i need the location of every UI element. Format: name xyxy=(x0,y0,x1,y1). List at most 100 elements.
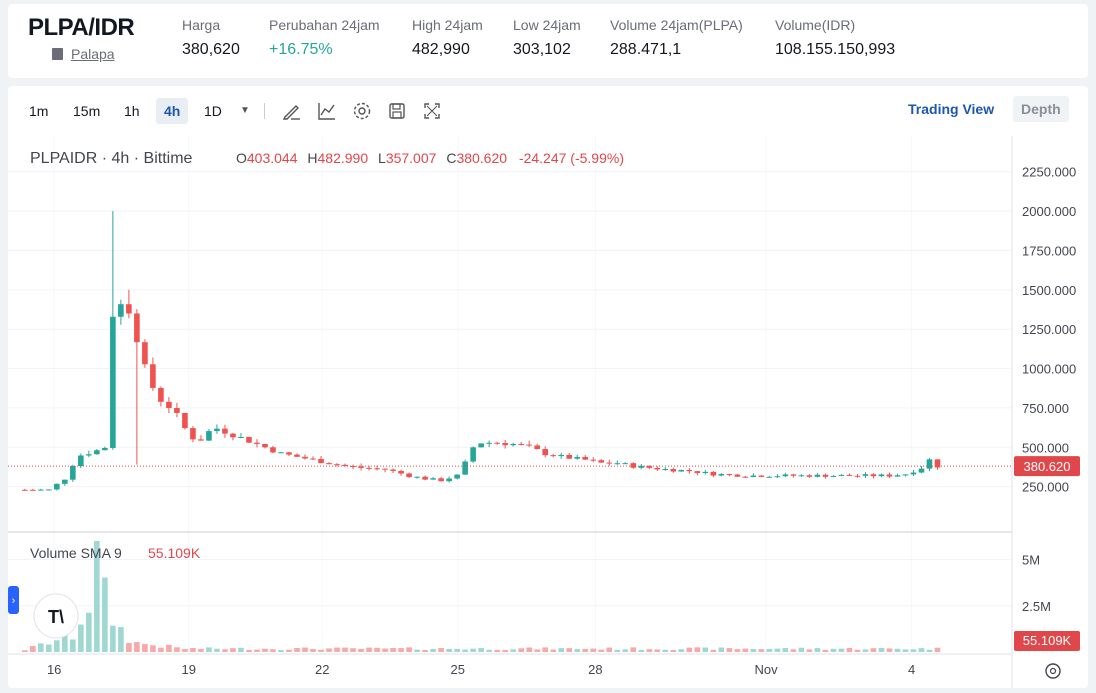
candle-body xyxy=(206,431,212,441)
candle-body xyxy=(142,342,148,365)
candle-body xyxy=(606,462,613,464)
depth-button[interactable]: Depth xyxy=(1013,96,1069,122)
candle-body xyxy=(926,459,933,469)
candle-body xyxy=(358,466,364,468)
current-volume-label: 55.109K xyxy=(1014,631,1080,651)
volume-bar xyxy=(118,627,124,652)
candle-body xyxy=(902,474,909,476)
volume-bar xyxy=(38,643,44,652)
candle-body xyxy=(854,475,861,477)
candlestick-chart[interactable]: 2250.000 2000.000 1750.000 1500.000 1250.000… xyxy=(8,136,1088,688)
candle-body xyxy=(246,436,252,443)
stat-label: Harga xyxy=(182,17,221,33)
volume-bar xyxy=(798,647,805,652)
caret-down-icon[interactable]: ▼ xyxy=(240,105,250,116)
candle-body xyxy=(846,474,853,476)
volume-legend-label: Volume SMA 9 xyxy=(30,545,122,561)
candle-body xyxy=(326,463,332,465)
book-icon xyxy=(52,48,63,60)
chart-panel: 1m 15m 1h 4h 1D ▼ Trading View Depth xyxy=(8,86,1088,688)
fullscreen-icon[interactable] xyxy=(421,100,443,122)
candle-body xyxy=(382,468,388,470)
candle-body xyxy=(478,443,484,448)
volume-bar xyxy=(366,647,372,652)
timeframe-1d[interactable]: 1D xyxy=(204,103,222,119)
price-tick-label: 1750.000 xyxy=(1022,243,1076,258)
candle-body xyxy=(118,304,124,317)
stat-volume-plpa: Volume 24jam(PLPA) 288.471,1 xyxy=(610,17,743,59)
stat-value: +16.75% xyxy=(269,41,333,58)
volume-bar xyxy=(174,647,180,652)
volume-bar xyxy=(710,649,717,652)
save-icon[interactable] xyxy=(386,100,408,122)
volume-bar xyxy=(814,648,821,652)
volume-bar xyxy=(318,649,324,652)
c-label: C xyxy=(446,150,456,166)
volume-bar xyxy=(278,649,284,652)
candle-body xyxy=(542,449,548,456)
candle-body xyxy=(830,475,837,477)
timeframe-15m[interactable]: 15m xyxy=(73,103,101,119)
candle-body xyxy=(654,467,661,470)
candle-body xyxy=(222,428,228,434)
chart-grid xyxy=(8,136,1012,654)
candle-body xyxy=(438,478,444,482)
volume-bar xyxy=(390,647,396,652)
volume-bar xyxy=(406,647,412,652)
volume-bar xyxy=(470,648,476,652)
trading-view-button[interactable]: Trading View xyxy=(908,101,995,117)
volume-bar xyxy=(358,648,364,652)
h-label: H xyxy=(307,150,317,166)
volume-bar xyxy=(454,648,460,652)
volume-bar xyxy=(686,647,693,652)
candle-body xyxy=(558,454,565,457)
candle-body xyxy=(686,469,693,472)
candle-body xyxy=(166,401,172,408)
timeframe-1h[interactable]: 1h xyxy=(124,103,140,119)
candle-body xyxy=(110,316,116,448)
l-value: 357.007 xyxy=(386,150,437,166)
candle-body xyxy=(526,444,532,446)
volume-bar xyxy=(326,648,332,652)
chart-plot-area[interactable]: 2250.000 2000.000 1750.000 1500.000 1250.000… xyxy=(8,136,1088,688)
settings-icon[interactable] xyxy=(351,100,373,122)
volume-bar xyxy=(382,648,388,652)
l-label: L xyxy=(378,150,386,166)
timeframe-1m[interactable]: 1m xyxy=(29,103,49,119)
price-tick-label: 1500.000 xyxy=(1022,283,1076,298)
volume-bar xyxy=(310,649,316,652)
timeframe-4h[interactable]: 4h xyxy=(156,98,189,124)
network-label[interactable]: Palapa xyxy=(71,46,115,62)
volume-bar xyxy=(238,647,244,652)
side-panel-toggle xyxy=(8,586,19,614)
candle-body xyxy=(278,452,284,454)
volume-bar xyxy=(158,647,164,652)
volume-bar xyxy=(182,649,188,652)
candle-body xyxy=(870,474,877,477)
candle-body xyxy=(694,471,701,474)
candle-body xyxy=(886,474,893,477)
network-link[interactable]: Palapa xyxy=(52,46,115,62)
candle-body xyxy=(662,469,669,471)
candle-body xyxy=(806,475,813,477)
candle-body xyxy=(430,478,436,480)
volume-bar xyxy=(478,648,484,652)
volume-bar xyxy=(78,624,84,652)
volume-bar xyxy=(862,649,869,652)
candle-body xyxy=(774,476,781,478)
volume-bar xyxy=(790,649,797,652)
volume-bar xyxy=(830,648,837,652)
legend-ohlc: O403.044 H482.990 L357.007 C380.620 -24.… xyxy=(236,150,624,166)
volume-bar xyxy=(846,647,853,652)
volume-bar xyxy=(662,649,669,652)
indicator-icon[interactable] xyxy=(316,100,338,122)
volume-bar xyxy=(886,648,893,652)
volume-bar xyxy=(646,649,653,652)
legend-symbol: PLPAIDR · 4h · Bittime xyxy=(30,150,193,167)
volume-bar xyxy=(102,577,108,652)
price-tick-label: 250.000 xyxy=(1022,480,1069,495)
draw-icon[interactable] xyxy=(281,100,303,122)
volume-bar xyxy=(398,648,404,652)
candle-body xyxy=(910,472,917,475)
candle-body xyxy=(230,433,236,438)
